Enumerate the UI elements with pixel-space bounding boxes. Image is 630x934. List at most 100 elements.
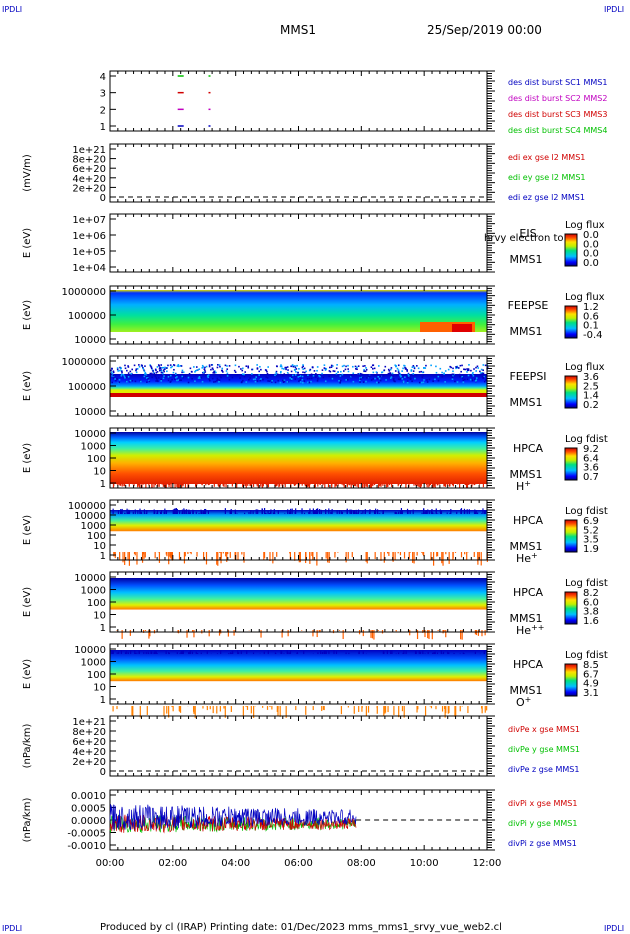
speckle [111,381,114,384]
speckle [156,510,159,514]
speckle [169,552,171,557]
speckle [444,370,447,372]
y-axis-label: E (eV) [22,515,33,545]
speckle [295,706,297,711]
y-axis-label: E (eV) [22,228,33,258]
speckle [219,552,221,553]
speckle [243,373,245,376]
speckle [146,375,148,378]
speckle [121,630,123,639]
speckle [421,371,424,374]
speckle [320,509,322,514]
colorbar-tick-label: 3.6 [583,372,599,383]
speckle [386,650,388,654]
speckle [143,552,145,559]
speckle [160,378,162,381]
speckle [294,374,297,376]
speckle [170,374,172,377]
speckle [377,381,380,384]
speckle [409,552,411,553]
speckle [449,365,451,368]
speckle [238,365,240,368]
speckle [281,630,283,638]
speckle [332,370,335,372]
speckle [255,376,258,378]
speckle [216,706,218,714]
speckle [325,513,327,514]
speckle [186,509,188,514]
speckle [335,651,338,654]
colorbar-tick-label: 0.2 [583,400,599,411]
speckle [271,381,273,383]
speckle [466,378,469,381]
speckle [481,373,483,375]
y-tick-label: 1000 [81,586,106,597]
speckle [362,651,364,654]
speckle [220,552,222,559]
speckle [346,378,349,381]
instrument-label: FEEPSE [508,299,549,312]
speckle [312,508,314,514]
speckle [282,379,284,382]
speckle [162,484,164,487]
speckle [334,552,336,554]
speckle [429,484,432,486]
speckle [222,484,224,486]
speckle [430,552,432,561]
speckle [116,652,118,654]
speckle [407,372,410,375]
speckle [202,552,205,560]
speckle [187,376,190,379]
speckle [373,484,376,486]
speckle [376,381,378,384]
y-tick-label: 8e+20 [72,155,106,166]
speckle [124,484,126,487]
speckle [256,380,259,382]
speckle [485,379,487,381]
speckle [386,484,388,488]
speckle [373,510,376,514]
speckle [238,652,240,654]
speckle [263,552,265,561]
speckle [194,371,196,373]
speckle [406,508,409,514]
speckle [329,370,332,373]
speckle [374,377,376,380]
speckle [226,552,228,562]
speckle [343,364,345,367]
instrument-sub-label: MMS1 [510,325,543,338]
speckle [374,552,376,559]
speckle [307,381,309,384]
speckle [459,653,461,654]
speckle [299,552,301,563]
speckle [280,650,282,654]
speckle [423,379,425,381]
speckle [205,365,208,368]
speckle [310,377,313,380]
speckle [434,651,436,654]
speckle [176,484,178,487]
speckle [314,484,316,488]
speckle [127,366,130,368]
speckle [279,484,281,487]
speckle [128,484,130,487]
speckle [204,369,206,372]
y-axis-label: (nPa/km) [22,724,33,769]
speckle [151,369,154,372]
speckle [481,372,484,374]
speckle [320,653,322,654]
speckle [276,552,278,557]
speckle [416,484,418,486]
speckle [220,376,222,379]
y-tick-label: 10000 [74,645,106,656]
speckle [154,374,156,377]
speckle [128,511,131,514]
speckle [142,367,145,370]
speckle [213,372,216,374]
speckle [481,375,484,378]
speckle [149,372,152,375]
instrument-sub-label: MMS1 [510,684,543,697]
speckle [125,651,127,654]
speckle [143,370,146,372]
speckle [120,373,123,376]
